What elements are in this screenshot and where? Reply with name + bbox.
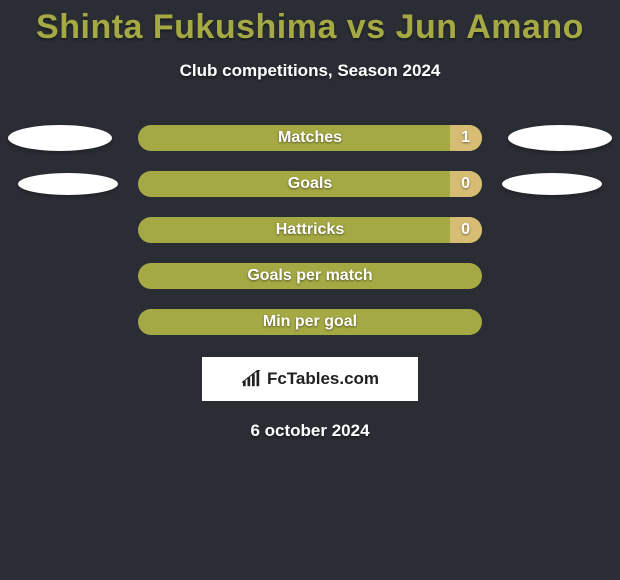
stat-label: Goals per match — [247, 267, 372, 285]
right-ellipse — [508, 125, 612, 151]
stat-row: Min per goal — [0, 309, 620, 335]
stat-row: Hattricks 0 — [0, 217, 620, 243]
stat-bar: Goals per match — [138, 263, 482, 289]
stat-row: Matches 1 — [0, 125, 620, 151]
stat-label: Hattricks — [276, 221, 344, 239]
left-ellipse — [8, 125, 112, 151]
stat-label: Goals — [288, 175, 332, 193]
date-label: 6 october 2024 — [250, 421, 369, 441]
page-title: Shinta Fukushima vs Jun Amano — [36, 8, 584, 47]
stats-area: Matches 1 Goals 0 Hattricks 0 Goals per match M… — [0, 125, 620, 335]
stat-value: 0 — [461, 221, 470, 239]
stat-bar: Hattricks 0 — [138, 217, 482, 243]
brand-box[interactable]: FcTables.com — [202, 357, 418, 401]
stat-row: Goals per match — [0, 263, 620, 289]
stat-label: Min per goal — [263, 313, 357, 331]
chart-icon — [241, 370, 263, 388]
left-ellipse — [18, 173, 118, 195]
stat-row: Goals 0 — [0, 171, 620, 197]
stat-label: Matches — [278, 129, 342, 147]
stat-bar: Matches 1 — [138, 125, 482, 151]
right-ellipse — [502, 173, 602, 195]
brand-label: FcTables.com — [267, 369, 379, 389]
stat-value: 0 — [461, 175, 470, 193]
stat-value: 1 — [461, 129, 470, 147]
stat-bar: Goals 0 — [138, 171, 482, 197]
subtitle: Club competitions, Season 2024 — [180, 61, 441, 81]
stat-bar: Min per goal — [138, 309, 482, 335]
